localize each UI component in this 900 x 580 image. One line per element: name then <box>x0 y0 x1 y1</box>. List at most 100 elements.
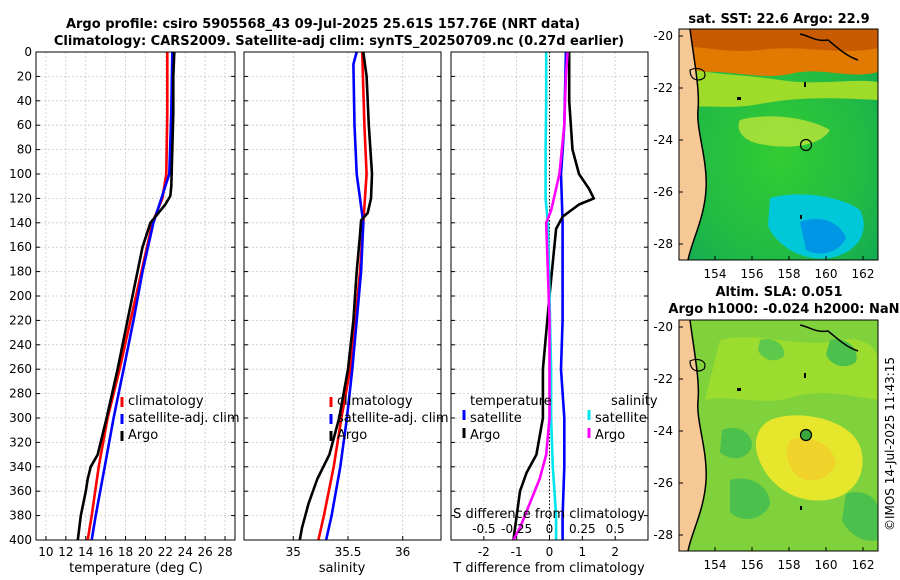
salinity-panel: 35 35.5 36 salinity climatology satellite-… <box>243 51 449 576</box>
x-tick-label: 26 <box>198 545 213 559</box>
x-tick-label: 12 <box>58 545 73 559</box>
x-tick-label: 35.5 <box>335 545 362 559</box>
sst-map-title: sat. SST: 22.6 Argo: 22.9 <box>688 12 869 27</box>
map-x-tick-label: 156 <box>741 267 764 281</box>
x-tick-label: -1 <box>511 545 523 559</box>
legend-label-t-argo: Argo <box>470 428 500 443</box>
figure-title-line1: Argo profile: csiro 5905568_43 09-Jul-20… <box>66 17 580 32</box>
sst-map: sat. SST: 22.6 Argo: 22.9 154 156 158 160 16… <box>653 12 879 281</box>
map-x-tick-label: 162 <box>852 558 875 572</box>
salinity-xlabel: salinity <box>319 561 366 576</box>
legend-label-climatology: climatology <box>128 394 204 409</box>
y-tick-label: 300 <box>9 411 32 425</box>
map-y-tick-label: -28 <box>653 528 673 542</box>
sla-map: Altim. SLA: 0.051 Argo h1000: -0.024 h20… <box>653 285 899 572</box>
y-tick-label: 180 <box>9 265 32 279</box>
difference-xlabel: T difference from climatology <box>452 561 645 576</box>
y-tick-label: 340 <box>9 460 32 474</box>
y-tick-label: 20 <box>17 69 32 83</box>
map-x-tick-label: 158 <box>778 558 801 572</box>
temperature-xlabel: temperature (deg C) <box>69 561 203 576</box>
y-tick-label: 380 <box>9 509 32 523</box>
x-tick-label: 0 <box>546 545 554 559</box>
x-tick-label: 22 <box>158 545 173 559</box>
x-tick-label: -2 <box>478 545 490 559</box>
map-y-tick-label: -22 <box>653 81 673 95</box>
x-tick-label: 18 <box>118 545 133 559</box>
x-top-tick-label: 0.5 <box>606 522 625 536</box>
map-y-tick-label: -20 <box>653 320 673 334</box>
x-tick-label: 36 <box>395 545 410 559</box>
y-tick-label: 160 <box>9 240 32 254</box>
y-tick-label: 80 <box>17 143 32 157</box>
map-y-tick-label: -26 <box>653 185 673 199</box>
map-x-tick-label: 154 <box>704 558 727 572</box>
map-x-tick-label: 160 <box>815 558 838 572</box>
legend-label-satellite: satellite-adj. clim <box>337 411 449 426</box>
series-line-satellite-adj-clim <box>324 51 365 541</box>
legend-label-argo: Argo <box>128 428 158 443</box>
legend-label-s-argo: Argo <box>595 428 625 443</box>
x-tick-label: 28 <box>217 545 232 559</box>
y-tick-label: 140 <box>9 216 32 230</box>
y-tick-label: 360 <box>9 484 32 498</box>
copyright-label: ©IMOS 14-Jul-2025 11:43:15 <box>883 357 897 531</box>
temperature-legend: climatology satellite-adj. clim Argo <box>120 394 240 443</box>
x-top-tick-label: -0.5 <box>472 522 495 536</box>
map-x-tick-label: 154 <box>704 267 727 281</box>
series-line-satellite-adj-clim <box>90 51 174 541</box>
map-x-tick-label: 158 <box>778 267 801 281</box>
difference-xlabel-top: S difference from climatology <box>453 507 645 522</box>
map-x-tick-label: 162 <box>852 267 875 281</box>
map-y-tick-label: -20 <box>653 29 673 43</box>
series-line-argo <box>76 51 176 541</box>
legend-title-salinity: salinity <box>611 394 658 409</box>
series-line-argo <box>298 51 374 541</box>
sla-map-title-line2: Argo h1000: -0.024 h2000: NaN <box>668 302 899 317</box>
difference-legend: temperature salinity satellite Argo sate… <box>462 394 658 443</box>
x-top-tick-label: 0 <box>546 522 554 536</box>
salinity-legend: climatology satellite-adj. clim Argo <box>329 394 449 443</box>
map-y-tick-label: -22 <box>653 372 673 386</box>
argo-location-marker <box>799 428 813 442</box>
y-tick-label: 200 <box>9 289 32 303</box>
x-tick-label: 10 <box>38 545 53 559</box>
y-tick-label: 100 <box>9 167 32 181</box>
y-tick-label: 260 <box>9 362 32 376</box>
legend-title-temperature: temperature <box>470 394 552 409</box>
x-top-tick-label: -0.25 <box>501 522 532 536</box>
map-y-tick-label: -26 <box>653 476 673 490</box>
argo-location-marker <box>799 138 813 152</box>
series-line-climatology <box>86 52 169 541</box>
series-line-salinity-argo <box>512 51 569 541</box>
y-tick-label: 280 <box>9 387 32 401</box>
map-y-tick-label: -24 <box>653 424 673 438</box>
y-tick-label: 320 <box>9 435 32 449</box>
x-top-tick-label: 0.25 <box>569 522 596 536</box>
map-x-tick-label: 160 <box>815 267 838 281</box>
map-y-tick-label: -28 <box>653 237 673 251</box>
legend-label-satellite: satellite-adj. clim <box>128 411 240 426</box>
y-tick-label: 60 <box>17 118 32 132</box>
map-y-tick-label: -24 <box>653 133 673 147</box>
y-tick-label: 40 <box>17 94 32 108</box>
legend-label-argo: Argo <box>337 428 367 443</box>
y-tick-label: 220 <box>9 313 32 327</box>
temperature-panel: 0 20 40 60 80 100 120 140 160 180 200 220 240 260 280 3… <box>9 45 240 576</box>
legend-label-s-satellite: satellite <box>595 411 647 426</box>
x-tick-label: 35 <box>286 545 301 559</box>
y-tick-label: 120 <box>9 191 32 205</box>
x-tick-label: 2 <box>611 545 619 559</box>
difference-panel: -2 -1 0 1 2 -0.5 -0.25 0 0.25 0.5 T difference fr… <box>450 51 658 576</box>
figure-title-line2: Climatology: CARS2009. Satellite-adj cli… <box>54 34 624 49</box>
sla-map-title-line1: Altim. SLA: 0.051 <box>716 285 843 300</box>
y-tick-label: 240 <box>9 338 32 352</box>
legend-label-climatology: climatology <box>337 394 413 409</box>
x-tick-label: 1 <box>579 545 587 559</box>
x-tick-label: 24 <box>178 545 193 559</box>
x-tick-label: 16 <box>98 545 113 559</box>
series-line-temperature-argo <box>512 52 596 541</box>
x-tick-label: 20 <box>138 545 153 559</box>
y-tick-label: 0 <box>24 45 32 59</box>
y-tick-label: 400 <box>9 533 32 547</box>
